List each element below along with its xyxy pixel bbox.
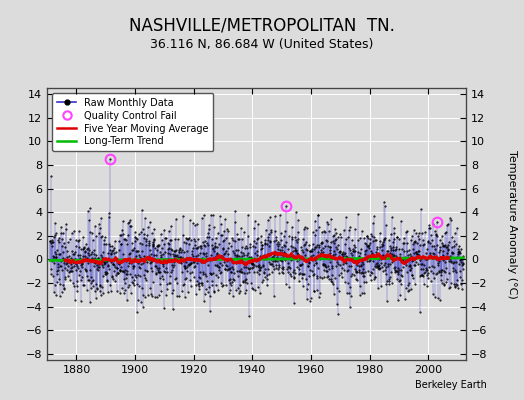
Y-axis label: Temperature Anomaly (°C): Temperature Anomaly (°C): [507, 150, 517, 298]
Text: 36.116 N, 86.684 W (United States): 36.116 N, 86.684 W (United States): [150, 38, 374, 51]
Legend: Raw Monthly Data, Quality Control Fail, Five Year Moving Average, Long-Term Tren: Raw Monthly Data, Quality Control Fail, …: [52, 93, 213, 151]
Text: Berkeley Earth: Berkeley Earth: [416, 380, 487, 390]
Text: NASHVILLE/METROPOLITAN  TN.: NASHVILLE/METROPOLITAN TN.: [129, 16, 395, 34]
